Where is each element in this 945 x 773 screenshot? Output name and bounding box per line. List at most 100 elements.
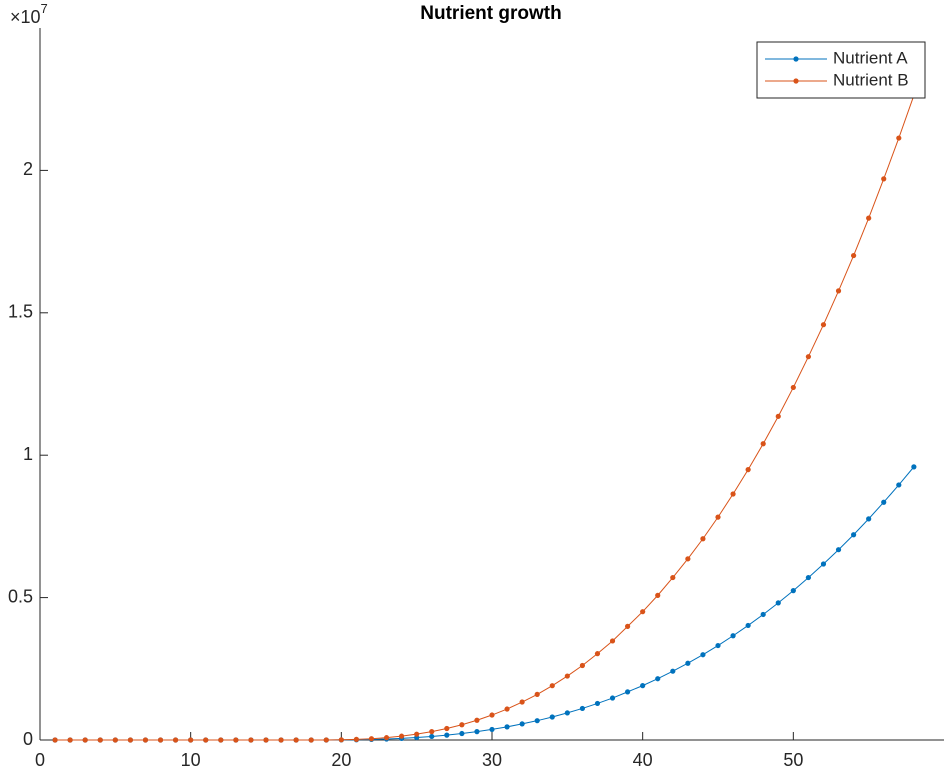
series-marker <box>308 737 314 743</box>
series-marker <box>730 633 736 639</box>
series-marker <box>851 532 857 538</box>
series-marker <box>263 737 269 743</box>
series-marker <box>594 700 601 707</box>
series-marker <box>579 705 586 712</box>
y-tick-label: 1 <box>23 444 33 464</box>
chart-title: Nutrient growth <box>420 3 561 24</box>
series-marker <box>368 736 375 742</box>
series-marker <box>444 725 450 732</box>
series-marker <box>549 683 555 689</box>
series-marker <box>820 561 827 567</box>
series-marker <box>399 733 405 739</box>
series-marker <box>519 721 525 727</box>
legend-marker <box>793 78 799 84</box>
series-marker <box>640 609 646 615</box>
series-marker <box>745 467 751 473</box>
series-marker <box>112 737 118 743</box>
series-marker <box>534 718 540 724</box>
x-tick-label: 10 <box>181 750 201 770</box>
series-marker <box>625 689 631 695</box>
series-marker <box>896 482 902 488</box>
y-multiplier-power: 7 <box>41 1 48 16</box>
series-marker <box>233 737 239 743</box>
series-marker <box>414 731 420 737</box>
series-marker <box>700 652 706 658</box>
series-marker <box>805 354 812 360</box>
series-marker <box>835 288 842 294</box>
series-marker <box>851 252 857 259</box>
series-marker <box>489 712 495 718</box>
y-tick-label: 2 <box>23 159 33 179</box>
series-marker <box>609 695 616 701</box>
series-marker <box>218 737 224 743</box>
series-marker <box>82 737 88 743</box>
series-marker <box>896 135 902 141</box>
x-tick-label: 50 <box>783 750 803 770</box>
y-tick-label: 1.5 <box>8 302 33 322</box>
series-marker <box>685 556 691 562</box>
x-tick-label: 0 <box>35 750 45 770</box>
series-marker <box>670 574 676 581</box>
series-marker <box>760 441 766 447</box>
series-marker <box>429 733 435 740</box>
series-marker <box>866 516 872 522</box>
series-marker <box>323 737 329 743</box>
series-marker <box>293 737 299 743</box>
y-tick-label: 0.5 <box>8 586 33 606</box>
series-marker <box>594 651 601 657</box>
series-marker <box>519 699 525 705</box>
series-marker <box>188 737 194 743</box>
series-marker <box>564 673 570 679</box>
series-marker <box>866 215 872 221</box>
x-tick-label: 20 <box>331 750 351 770</box>
series-marker <box>881 499 887 505</box>
legend-box <box>756 41 926 99</box>
series-marker <box>203 737 209 743</box>
series-marker <box>790 588 796 594</box>
series-line <box>55 95 915 741</box>
x-tick-label: 40 <box>633 750 653 770</box>
series-marker <box>52 737 58 743</box>
series-marker <box>459 722 465 728</box>
series-marker <box>790 384 796 391</box>
series-marker <box>534 691 540 697</box>
series-marker <box>157 737 164 743</box>
series-marker <box>655 676 661 682</box>
series-marker <box>248 737 254 743</box>
y-tick-label: 0 <box>23 729 33 749</box>
series-marker <box>564 710 570 716</box>
series-marker <box>775 600 781 606</box>
y-multiplier: ×107 <box>10 1 48 26</box>
series-marker <box>609 638 616 644</box>
series-marker <box>429 729 435 735</box>
series-marker <box>911 464 917 470</box>
legend-marker <box>793 56 799 62</box>
series-marker <box>142 737 149 743</box>
series-marker <box>444 732 450 738</box>
series-marker <box>881 176 887 182</box>
series-marker <box>278 737 284 743</box>
x-tick-label: 30 <box>482 750 502 770</box>
series-marker <box>489 726 495 733</box>
series-marker <box>625 623 631 629</box>
series-marker <box>67 737 73 743</box>
series-marker <box>549 714 555 720</box>
series-marker <box>835 547 842 553</box>
series-marker <box>805 574 812 581</box>
series-marker <box>670 668 676 674</box>
series-marker <box>504 706 510 712</box>
series-marker <box>715 514 721 520</box>
series-marker <box>127 737 133 743</box>
series-marker <box>459 730 465 737</box>
series-marker <box>640 683 646 689</box>
series-marker <box>173 737 179 743</box>
series-marker <box>474 717 480 723</box>
series-marker <box>579 662 586 669</box>
series-marker <box>760 611 766 618</box>
series-marker <box>474 729 480 735</box>
series-marker <box>338 737 344 743</box>
series-marker <box>97 737 103 743</box>
legend-label: Nutrient B <box>833 70 909 89</box>
